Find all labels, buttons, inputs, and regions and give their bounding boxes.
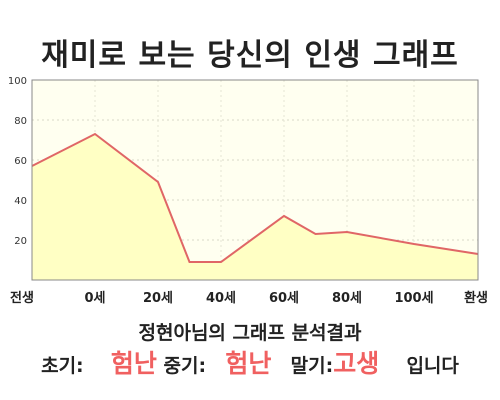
mid-value: 험난 [225, 349, 272, 378]
mid-label: 중기: [163, 355, 207, 377]
x-tick-label-0: 전생 [10, 290, 34, 306]
y-tick-label-0: 20 [14, 236, 27, 247]
y-axis: 20 40 60 80 100 [8, 76, 27, 247]
y-tick-label-1: 40 [14, 196, 27, 207]
x-tick-label-4: 60세 [269, 291, 299, 306]
page-title: 재미로 보는 당신의 인생 그래프 [41, 38, 459, 73]
late-label: 말기: [290, 355, 334, 377]
y-tick-label-2: 60 [14, 156, 27, 167]
x-tick-label-6: 100세 [394, 291, 433, 306]
x-axis: 전생 0세 20세 40세 60세 80세 100세 환생 [10, 290, 488, 306]
analysis-result: 초기: 험난 중기: 험난 말기:고생 입니다 [0, 344, 500, 380]
early-label: 초기: [41, 355, 84, 377]
y-tick-label-3: 80 [14, 116, 27, 127]
x-tick-label-2: 20세 [143, 291, 173, 306]
plot-border [31, 79, 479, 281]
early-value: 험난 [110, 349, 157, 378]
analysis-subtitle: 정현아님의 그래프 분석결과 [138, 322, 362, 344]
y-tick-label-4: 100 [8, 76, 27, 87]
x-tick-label-3: 40세 [206, 291, 236, 306]
series-area [32, 134, 478, 280]
x-tick-label-5: 80세 [332, 291, 362, 306]
x-tick-label-1: 0세 [84, 291, 105, 306]
late-value: 고생 [333, 349, 380, 378]
series-line [31, 132, 479, 263]
x-tick-label-7: 환생 [464, 290, 488, 306]
result-ending: 입니다 [406, 355, 459, 377]
